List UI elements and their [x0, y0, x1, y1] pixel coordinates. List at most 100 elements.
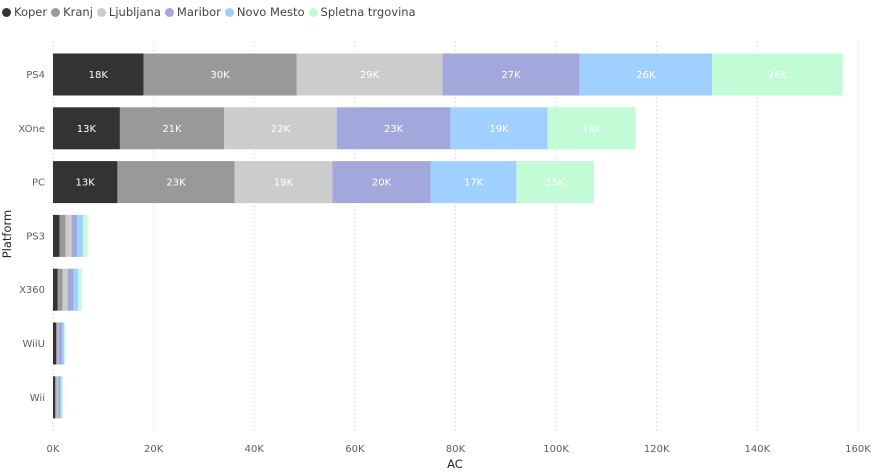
bar-wii-kranj[interactable] [55, 376, 57, 419]
data-label-xone-novo-mesto: 19K [489, 124, 509, 135]
bar-ps4-novo-mesto[interactable] [579, 53, 713, 96]
legend-item-spletna-trgovina[interactable]: Spletna trgovina [308, 5, 416, 19]
bar-ps4-maribor[interactable] [442, 53, 580, 96]
bar-ps3-kranj[interactable] [59, 214, 66, 257]
y-axis-ticks: PS4 XOne PC PS3 X360 WiiU Wii [18, 70, 45, 404]
legend-marker [96, 7, 106, 17]
y-tick-label-wii: Wii [30, 393, 45, 404]
legend-label: Maribor [176, 5, 221, 19]
x-tick-label: 80K [446, 444, 466, 455]
bar-pc-ljubljana[interactable] [234, 161, 333, 204]
data-label-ps4-maribor: 27K [501, 70, 521, 81]
legend-label: Ljubljana [108, 5, 161, 19]
legend-item-ljubljana[interactable]: Ljubljana [96, 5, 161, 19]
bar-wiiu-koper[interactable] [53, 322, 57, 365]
legend-label: Novo Mesto [236, 5, 305, 19]
x-tick-label: 60K [345, 444, 365, 455]
legend-label: Kranj [63, 5, 93, 19]
x-tick-label: 100K [543, 444, 569, 455]
data-label-xone-spletna-trgovina: 18K [582, 124, 602, 135]
data-label-pc-kranj: 23K [166, 178, 186, 189]
data-label-ps4-novo-mesto: 26K [636, 70, 656, 81]
data-label-ps4-koper: 18K [89, 70, 109, 81]
data-label-ps4-spletna-trgovina: 26K [768, 70, 788, 81]
bar-x360-novo-mesto[interactable] [73, 268, 79, 311]
bar-ps3-spletna-trgovina[interactable] [83, 214, 88, 257]
bar-ps4-spletna-trgovina[interactable] [712, 53, 843, 96]
x-axis-ticks: 0K 20K 40K 60K 80K 100K 120K 140K 160K [47, 444, 872, 455]
data-label-ps4-ljubljana: 29K [360, 70, 380, 81]
x-tick-label: 140K [745, 444, 771, 455]
legend-marker [224, 7, 234, 17]
data-label-pc-maribor: 20K [372, 178, 392, 189]
gridlines [52, 42, 859, 432]
bar-xone-spletna-trgovina[interactable] [547, 107, 636, 150]
y-tick-label-ps4: PS4 [26, 70, 45, 81]
legend-item-maribor[interactable]: Maribor [164, 5, 221, 19]
bar-wii-novo-mesto[interactable] [60, 376, 62, 419]
bar-wii-koper[interactable] [53, 376, 56, 419]
bar-x360-koper[interactable] [53, 268, 58, 311]
legend-item-novo-mesto[interactable]: Novo Mesto [224, 5, 305, 19]
bar-pc-maribor[interactable] [332, 161, 431, 204]
bar-x360-ljubljana[interactable] [62, 268, 68, 311]
data-label-xone-koper: 13K [77, 124, 97, 135]
bar-wiiu-novo-mesto[interactable] [62, 322, 65, 365]
bar-ps3-maribor[interactable] [71, 214, 78, 257]
bar-ps3-koper[interactable] [53, 214, 60, 257]
x-tick-label: 0K [47, 444, 60, 455]
bar-ps4-koper[interactable] [53, 53, 144, 96]
y-tick-label-ps3: PS3 [26, 231, 45, 242]
bar-pc-koper[interactable] [53, 161, 118, 204]
x-tick-label: 40K [245, 444, 265, 455]
bar-wiiu-spletna-trgovina[interactable] [64, 322, 66, 365]
bar-xone-kranj[interactable] [119, 107, 225, 150]
bar-wiiu-kranj[interactable] [56, 322, 58, 365]
bar-ps4-kranj[interactable] [143, 53, 297, 96]
bar-xone-ljubljana[interactable] [224, 107, 337, 150]
data-label-xone-ljubljana: 22K [271, 124, 291, 135]
bar-wii-maribor[interactable] [58, 376, 61, 419]
y-tick-label-x360: X360 [19, 285, 45, 296]
bar-ps4-ljubljana[interactable] [296, 53, 443, 96]
legend-marker [164, 7, 174, 17]
data-label-pc-spletna-trgovina: 15K [545, 178, 565, 189]
bar-wiiu-ljubljana[interactable] [57, 322, 59, 365]
bar-x360-maribor[interactable] [67, 268, 74, 311]
x-axis-title: AC [447, 457, 463, 471]
bar-ps3-novo-mesto[interactable] [77, 214, 84, 257]
legend-label: Koper [14, 5, 48, 19]
bar-pc-novo-mesto[interactable] [430, 161, 517, 204]
legend-item-kranj[interactable]: Kranj [51, 5, 93, 19]
data-label-pc-ljubljana: 19K [274, 178, 294, 189]
bar-x360-kranj[interactable] [57, 268, 63, 311]
y-tick-label-xone: XOne [18, 124, 45, 135]
y-tick-label-pc: PC [32, 178, 45, 189]
bar-x360-spletna-trgovina[interactable] [78, 268, 82, 311]
bar-wii-ljubljana[interactable] [56, 376, 59, 419]
bar-wii-spletna-trgovina[interactable] [61, 376, 64, 419]
data-label-xone-maribor: 23K [384, 124, 404, 135]
chart-legend: Koper Kranj Ljubljana Maribor Novo Mesto Sple… [2, 3, 420, 21]
x-tick-label: 160K [845, 444, 871, 455]
bars: 18K 30K 29K 27K 26K 26K 13K 21K 22K 23K 19K 18K 13K 2… [53, 53, 843, 419]
x-tick-label: 20K [144, 444, 164, 455]
bar-xone-maribor[interactable] [336, 107, 451, 150]
bar-pc-spletna-trgovina[interactable] [516, 161, 594, 204]
legend-label: Spletna trgovina [320, 5, 416, 19]
x-tick-label: 120K [644, 444, 670, 455]
y-tick-label-wiiu: WiiU [22, 339, 45, 350]
bar-pc-kranj[interactable] [117, 161, 235, 204]
legend-marker [2, 7, 11, 17]
data-label-pc-novo-mesto: 17K [464, 178, 484, 189]
legend-item-koper[interactable]: Koper [2, 5, 47, 19]
bar-ps3-ljubljana[interactable] [65, 214, 72, 257]
data-label-pc-koper: 13K [76, 178, 96, 189]
bar-xone-novo-mesto[interactable] [450, 107, 548, 150]
legend-marker [51, 7, 61, 17]
data-label-xone-kranj: 21K [162, 124, 182, 135]
data-label-ps4-kranj: 30K [210, 70, 230, 81]
bar-wiiu-maribor[interactable] [58, 322, 63, 365]
bar-xone-koper[interactable] [53, 107, 120, 150]
